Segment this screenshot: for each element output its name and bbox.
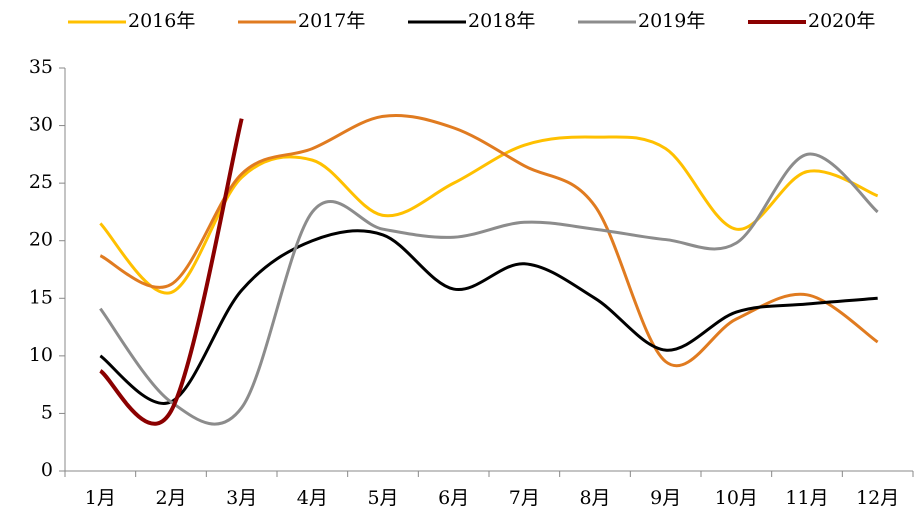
legend-label: 2019年 (638, 10, 705, 32)
x-tick-label: 1月 (85, 487, 116, 509)
legend-label: 2020年 (808, 10, 875, 32)
x-tick-label: 2月 (155, 487, 186, 509)
x-tick-label: 11月 (785, 487, 828, 509)
legend-label: 2016年 (128, 10, 195, 32)
y-tick-label: 30 (29, 114, 53, 136)
series-line (99, 118, 244, 426)
y-tick-label: 20 (29, 229, 53, 251)
x-tick-label: 10月 (715, 487, 758, 509)
y-tick-label: 0 (41, 459, 53, 481)
x-tick-label: 3月 (226, 487, 257, 509)
y-tick-label: 25 (29, 171, 53, 193)
series-line (99, 152, 879, 426)
series-line (99, 229, 878, 405)
x-tick-label: 6月 (438, 487, 469, 509)
x-tick-label: 9月 (650, 487, 681, 509)
x-tick-label: 8月 (579, 487, 610, 509)
x-tick-label: 7月 (509, 487, 540, 509)
y-tick-label: 10 (29, 344, 53, 366)
legend-label: 2017年 (298, 10, 365, 32)
y-tick-label: 35 (29, 56, 53, 78)
y-tick-label: 5 (41, 401, 53, 423)
x-tick-label: 5月 (367, 487, 398, 509)
x-tick-label: 12月 (856, 487, 899, 509)
series-line (99, 135, 879, 295)
y-tick-label: 15 (29, 286, 53, 308)
legend-label: 2018年 (468, 10, 535, 32)
x-tick-label: 4月 (297, 487, 328, 509)
